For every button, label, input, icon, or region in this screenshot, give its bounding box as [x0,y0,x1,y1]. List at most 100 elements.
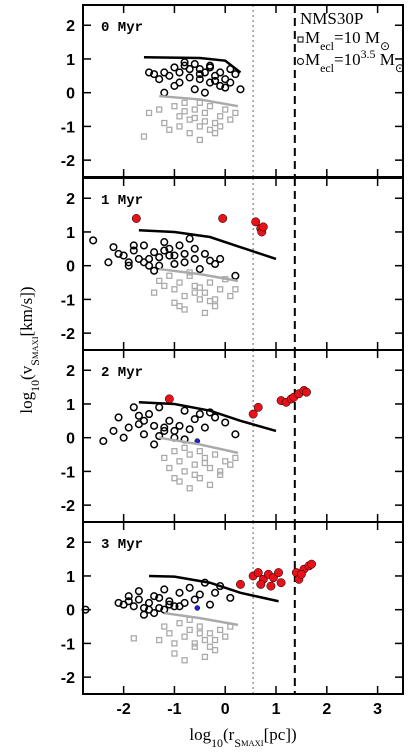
y-tick-label: 0 [66,259,75,276]
x-axis-label: log10(rSMAXI[pc]) [189,725,296,750]
label-part: log [17,391,36,413]
point [196,123,203,130]
point [155,603,164,613]
point [216,81,225,90]
point [160,605,169,614]
point [130,635,137,642]
point [201,118,209,125]
label-part: MAXI [30,336,40,359]
point [171,286,178,293]
point [194,605,201,611]
panel: -2 -1 0 1 2 1 Myr [61,177,404,351]
curve [159,94,239,108]
point [150,266,159,275]
point [176,478,183,485]
point [180,258,189,267]
point [129,403,138,412]
point [175,421,184,430]
point [150,289,158,296]
point [206,126,214,133]
point [161,282,168,290]
y-tick-label: 1 [66,52,75,69]
point [109,243,118,252]
point [195,590,204,599]
legend-entry: Mecl=10 M⊙ [305,28,390,53]
curve [148,574,279,603]
point [195,265,204,274]
point [191,471,198,478]
y-tick-label: 1 [66,569,75,586]
point [150,440,159,449]
point [211,588,220,597]
point [253,402,263,412]
point [205,78,215,87]
point [211,130,219,137]
point [139,610,149,619]
label-part: MAXI [241,738,264,748]
y-tick-label: -2 [61,326,75,343]
y-tick-label: 2 [66,18,75,35]
point [176,279,183,286]
point [196,630,203,637]
point [144,598,154,607]
point [176,123,183,130]
y-tick-label: -1 [61,464,75,481]
y-tick-label: -2 [61,498,75,515]
label-part: (v [17,365,36,380]
point [171,640,178,647]
point [129,602,138,611]
legend-entry: Mecl=103.5 M⊙ [305,47,405,75]
point [161,623,168,630]
point [170,81,179,90]
label-part: log [189,725,211,744]
point [226,78,235,87]
point [124,258,133,267]
point [186,130,193,137]
point [231,70,240,79]
point [201,636,209,644]
point [185,583,194,592]
point [185,65,194,74]
point [165,71,174,80]
point [150,421,159,430]
point [180,249,189,258]
point [155,253,164,262]
point [236,579,245,589]
point [251,217,261,227]
point [171,650,178,657]
point [253,568,263,578]
label-part: [km/s]) [17,286,36,336]
point [134,587,143,596]
point [227,461,234,468]
y-tick-label: 1 [66,225,75,242]
point [211,296,219,303]
point [181,468,188,475]
point [144,68,154,77]
point [211,647,219,654]
point [266,581,276,591]
point [175,241,184,250]
point [155,593,164,602]
curve [138,229,277,261]
point [144,254,154,263]
point [186,116,193,123]
point [166,630,173,637]
point [216,471,224,478]
point [186,485,193,492]
point [302,387,311,397]
label-part: S [234,736,241,750]
point [206,481,214,489]
point [205,600,215,609]
point [206,279,214,286]
label-part: S [28,359,42,366]
x-tick-label: -1 [167,701,181,718]
point [211,636,219,644]
point [191,461,198,468]
point [176,303,183,310]
point [170,602,179,611]
point [164,394,174,404]
point [165,600,174,609]
point [218,214,228,223]
point [109,426,118,435]
